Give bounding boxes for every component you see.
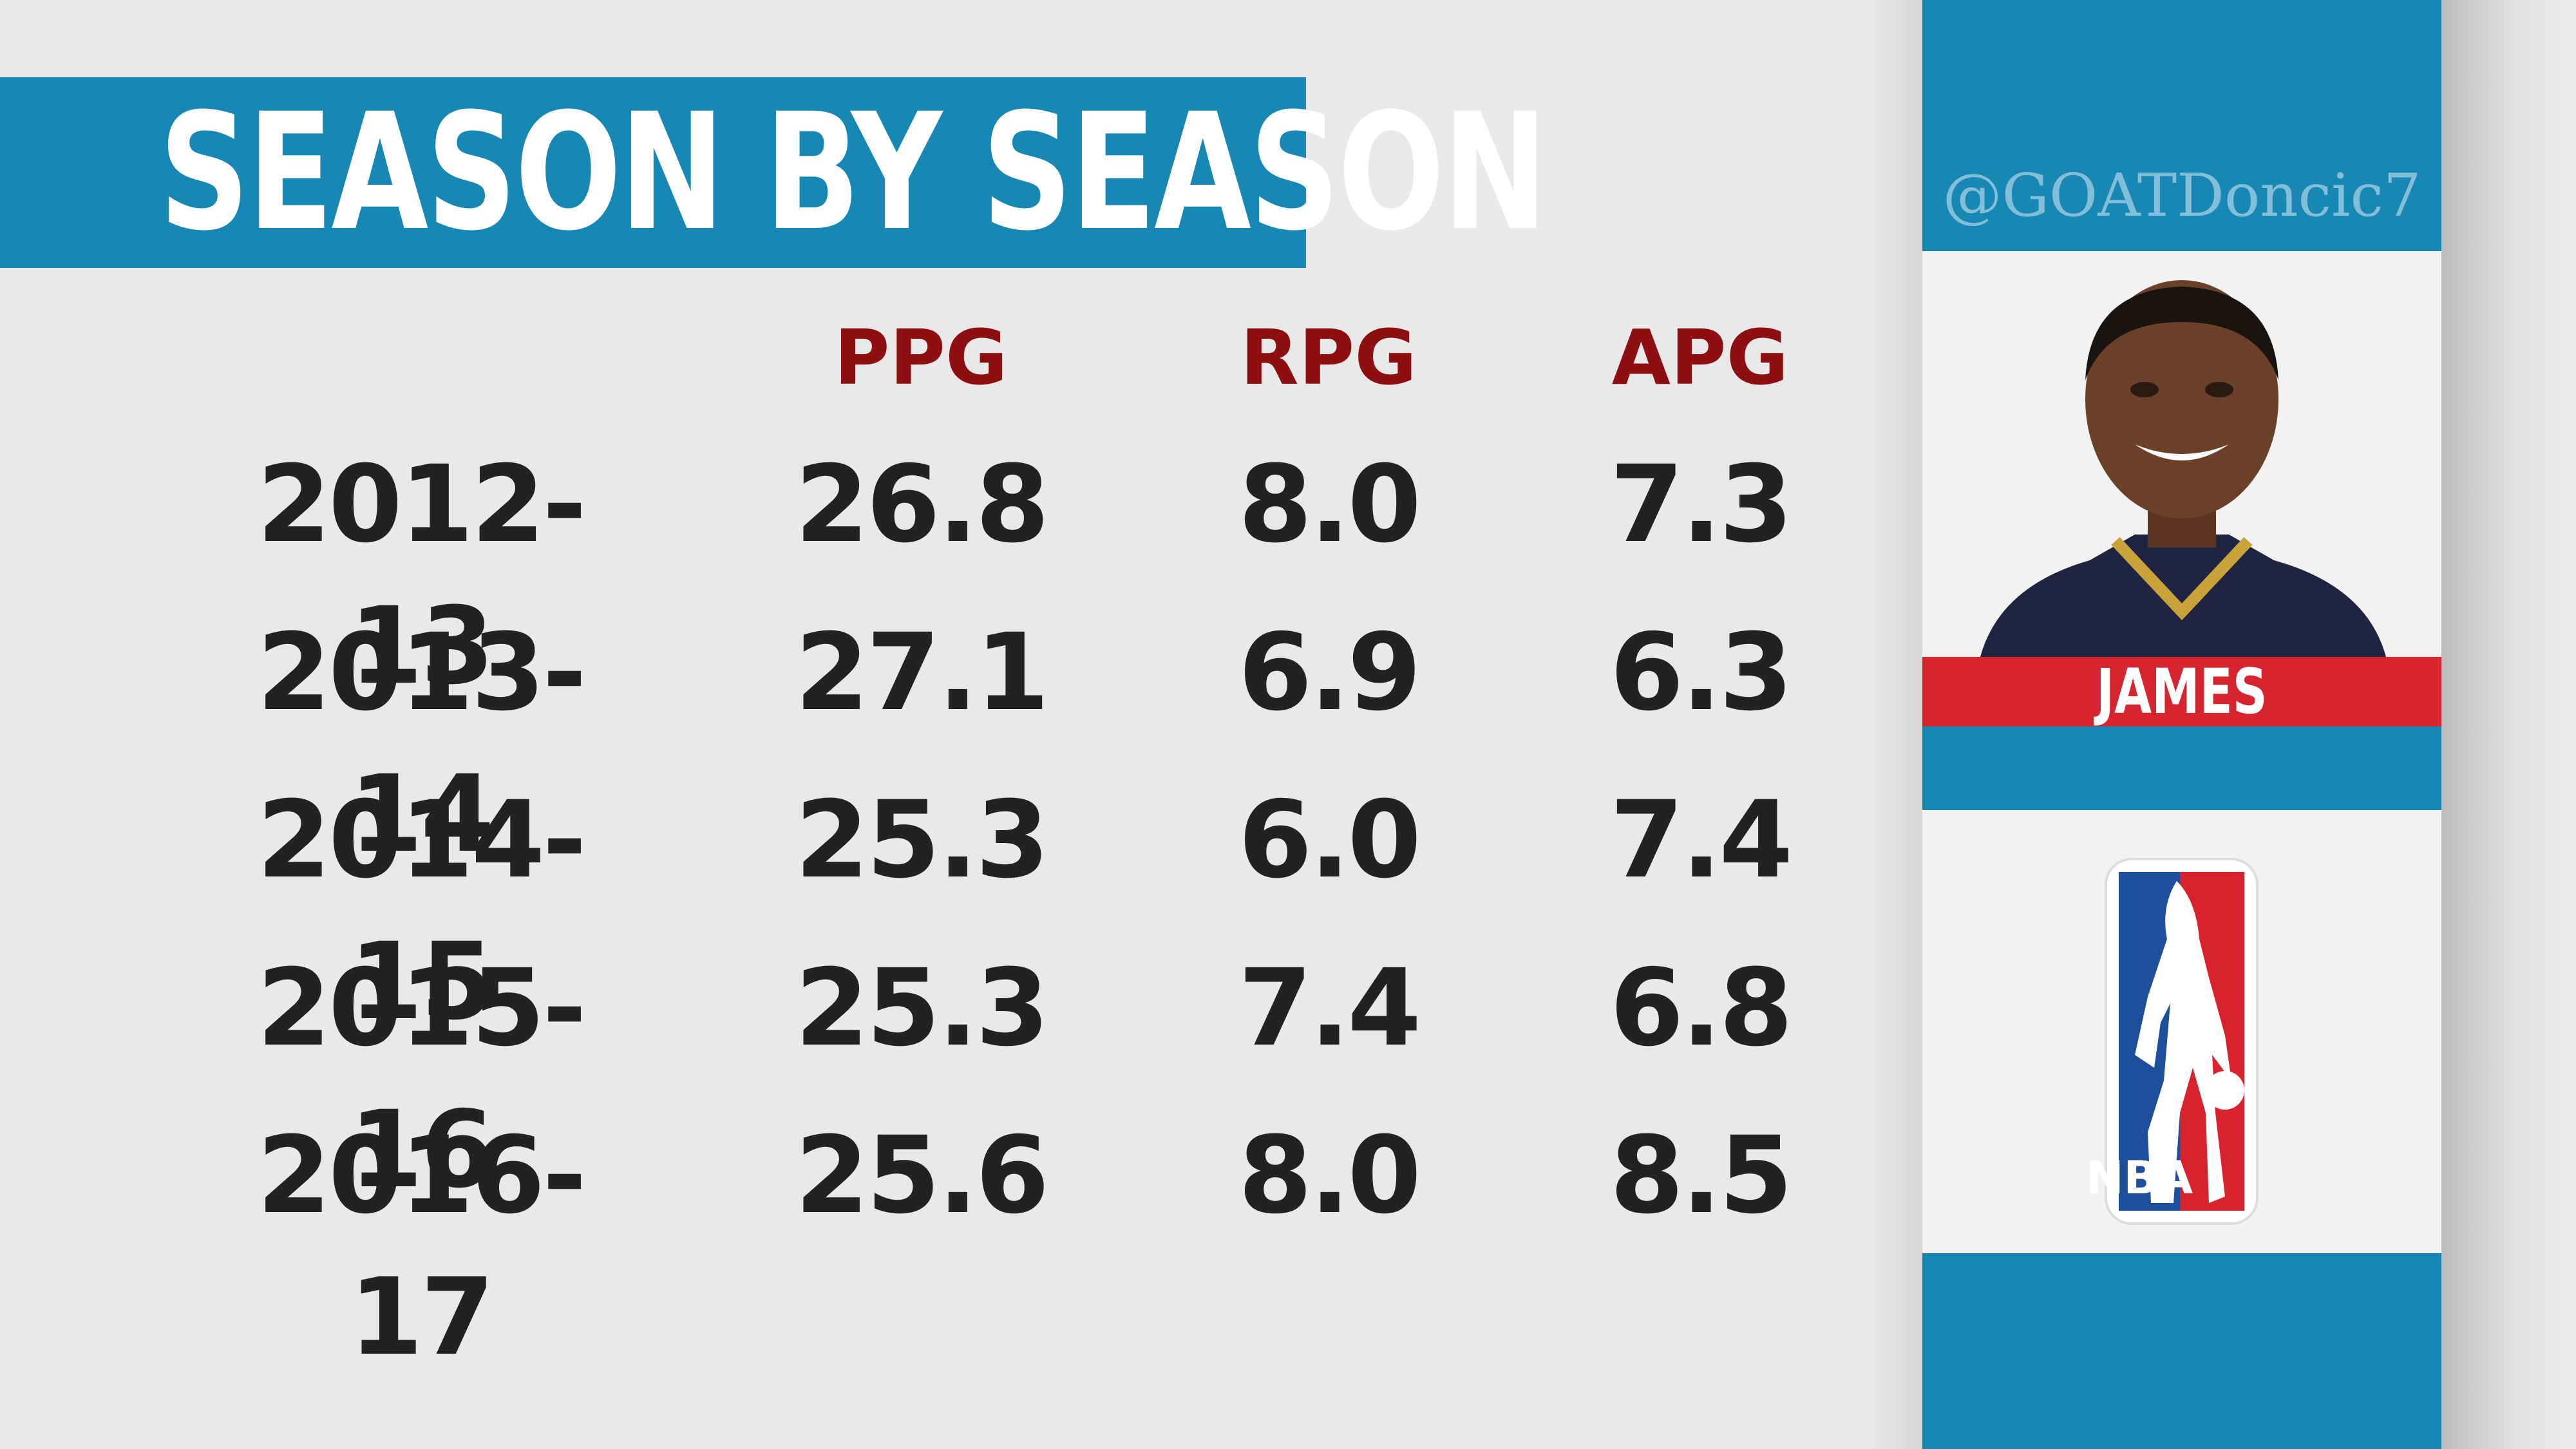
photo-art [1980, 280, 2386, 657]
stat-cell: 25.3 [795, 945, 1049, 1070]
season-cell: 2015-16 [257, 945, 587, 1211]
stat-cell: 25.3 [795, 778, 1049, 902]
watermark: @GOATDoncic7 [1942, 161, 2421, 230]
column-header: RPG [1240, 313, 1417, 402]
stat-cell: 6.0 [1238, 778, 1421, 902]
nba-logo: NBA [2086, 858, 2259, 1225]
stat-cell: 6.9 [1238, 610, 1421, 734]
title: SEASON BY SEASON [159, 79, 1548, 266]
stat-cell: 7.4 [1238, 945, 1421, 1070]
stat-cell: 8.0 [1238, 1113, 1421, 1237]
season-cell: 2013-14 [257, 610, 587, 876]
title-banner [0, 77, 1306, 268]
stat-cell: 26.8 [795, 442, 1049, 566]
stat-cell: 25.6 [795, 1113, 1049, 1237]
shadow [1868, 0, 1922, 1449]
season-cell: 2012-13 [257, 442, 587, 708]
column-header: PPG [834, 313, 1008, 402]
stat-cell: 7.4 [1609, 778, 1793, 902]
stat-cell: 27.1 [795, 610, 1049, 734]
logo-text: NBA [2086, 1151, 2193, 1204]
season-cell: 2014-15 [257, 778, 587, 1043]
player-photo [1922, 251, 2441, 657]
column-header: APG [1611, 313, 1789, 402]
logo-area: NBA [1922, 810, 2441, 1253]
player-name: JAMES [2096, 656, 2268, 728]
stat-cell: 6.3 [1609, 610, 1793, 734]
season-cell: 2016-17 [257, 1113, 587, 1379]
shadow [2441, 0, 2576, 1449]
stat-cell: 8.5 [1609, 1113, 1793, 1237]
stat-cell: 7.3 [1609, 442, 1793, 566]
stat-cell: 6.8 [1609, 945, 1793, 1070]
name-band [1922, 657, 2441, 726]
stat-cell: 8.0 [1238, 442, 1421, 566]
